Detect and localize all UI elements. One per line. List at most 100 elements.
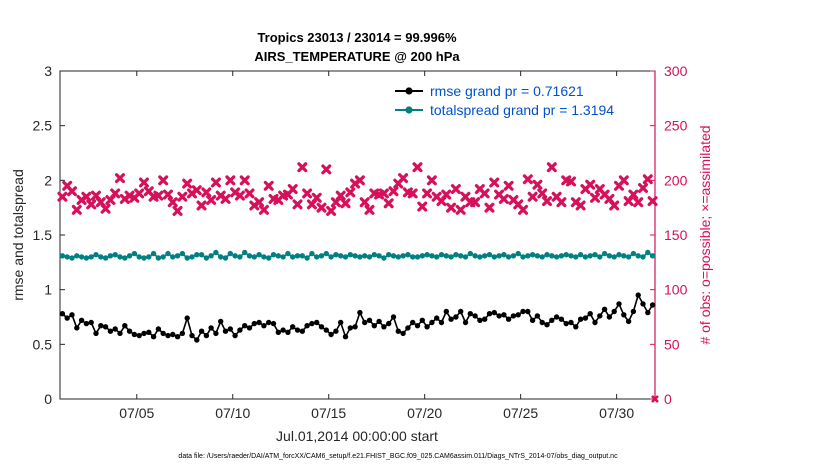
- legend: rmse grand pr = 0.71621 totalspread gran…: [395, 83, 614, 118]
- rmse-point: [496, 313, 502, 319]
- y-tick-label-left: 0: [44, 391, 52, 407]
- rmse-point: [520, 308, 526, 315]
- rmse-point: [280, 327, 286, 333]
- rmse-point: [256, 319, 262, 326]
- totalspread-point: [438, 252, 445, 258]
- totalspread-point: [107, 253, 114, 259]
- totalspread-point: [486, 252, 493, 258]
- rmse-point: [64, 315, 70, 321]
- y-axis-label-left: rmse and totalspread: [10, 169, 26, 301]
- obs-marker: [585, 179, 596, 190]
- totalspread-point: [270, 252, 277, 258]
- rmse-point: [150, 334, 157, 340]
- obs-marker: [191, 185, 202, 196]
- totalspread-point: [352, 253, 358, 259]
- rmse-point: [573, 324, 579, 330]
- totalspread-point: [227, 250, 233, 257]
- x-tick-label: 07/20: [407, 405, 442, 421]
- obs-marker: [225, 175, 236, 186]
- totalspread-point: [573, 254, 579, 260]
- totalspread-point: [549, 253, 555, 259]
- obs-marker: [345, 187, 356, 198]
- totalspread-point: [170, 254, 176, 260]
- rmse-point: [419, 317, 425, 323]
- totalspread-point: [122, 255, 128, 261]
- y-tick-label-left: 2: [44, 172, 52, 188]
- rmse-point: [472, 313, 478, 319]
- totalspread-point: [131, 250, 138, 257]
- obs-marker: [388, 186, 399, 197]
- totalspread-point: [69, 255, 75, 261]
- totalspread-point: [529, 252, 536, 258]
- rmse-point: [246, 325, 253, 331]
- x-tick-label: 07/15: [311, 405, 346, 421]
- rmse-point: [117, 330, 123, 337]
- rmse-point: [155, 326, 162, 332]
- rmse-point: [376, 318, 382, 325]
- totalspread-point: [237, 254, 243, 260]
- rmse-point: [261, 323, 267, 329]
- rmse-point: [616, 301, 622, 307]
- chart-title: Tropics 23013 / 23014 = 99.996%: [257, 30, 457, 45]
- rmse-point: [314, 319, 320, 326]
- obs-marker: [378, 188, 389, 199]
- rmse-point: [184, 315, 190, 321]
- rmse-point: [505, 316, 512, 322]
- rmse-point: [285, 329, 291, 335]
- totalspread-point: [405, 252, 411, 258]
- rmse-point: [549, 317, 555, 323]
- rmse-point: [126, 328, 133, 334]
- totalspread-point: [482, 253, 488, 259]
- totalspread-point: [102, 255, 109, 261]
- rmse-point: [328, 331, 334, 338]
- totalspread-point: [649, 253, 656, 259]
- totalspread-point: [577, 252, 584, 258]
- totalspread-point: [534, 253, 541, 259]
- totalspread-point: [323, 250, 329, 257]
- obs-marker: [618, 175, 629, 186]
- totalspread-point: [525, 253, 531, 259]
- totalspread-point: [266, 255, 272, 261]
- rmse-point: [606, 314, 613, 320]
- rmse-point: [477, 317, 483, 323]
- rmse-point: [112, 326, 118, 332]
- totalspread-point: [625, 254, 632, 260]
- legend-rmse-marker: [405, 87, 413, 95]
- totalspread-point: [285, 250, 291, 257]
- obs-marker: [210, 177, 221, 188]
- obs-marker: [134, 188, 145, 199]
- rmse-point: [74, 325, 80, 331]
- footer-note: data file: /Users/raeder/DAI/ATM_forcXX/…: [178, 453, 618, 460]
- totalspread-point: [93, 252, 99, 258]
- rmse-point: [434, 315, 440, 321]
- obs-marker: [182, 178, 193, 189]
- totalspread-point: [179, 250, 186, 257]
- legend-rmse-label: rmse grand pr = 0.71621: [430, 83, 584, 99]
- obs-marker: [638, 182, 649, 193]
- totalspread-point: [174, 253, 181, 259]
- obs-marker: [470, 197, 481, 208]
- obs-marker: [479, 188, 490, 199]
- totalspread-point: [160, 254, 166, 260]
- obs-marker: [455, 204, 466, 215]
- totalspread-point: [98, 254, 104, 260]
- totalspread-point: [362, 253, 368, 259]
- y-tick-label-right: 0: [664, 391, 672, 407]
- totalspread-point: [309, 250, 315, 257]
- obs-marker: [422, 188, 433, 199]
- obs-marker: [484, 202, 495, 213]
- totalspread-point: [141, 255, 147, 261]
- totalspread-point: [150, 250, 157, 257]
- rmse-point: [174, 334, 181, 340]
- rmse-point: [400, 330, 406, 337]
- rmse-point: [453, 314, 459, 320]
- rmse-point: [198, 328, 205, 334]
- totalspread-point: [88, 254, 94, 260]
- obs-marker: [412, 162, 423, 173]
- rmse-point: [318, 324, 325, 330]
- rmse-point: [621, 312, 627, 318]
- rmse-point: [592, 319, 598, 326]
- rmse-point: [194, 337, 200, 343]
- totalspread-point: [218, 254, 224, 260]
